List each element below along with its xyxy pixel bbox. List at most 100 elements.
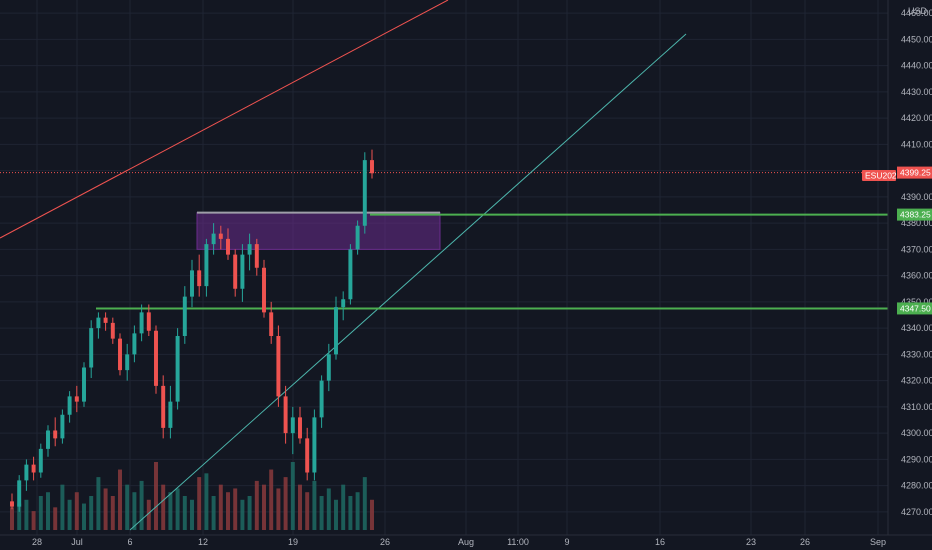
candle-body	[175, 336, 180, 402]
time-tick-label: 9	[564, 537, 569, 547]
candle-body	[82, 367, 86, 402]
candle-body	[74, 396, 79, 402]
volume-bar	[67, 499, 72, 530]
candle	[262, 259, 266, 318]
candle	[96, 312, 101, 339]
time-tick-label: 16	[655, 537, 665, 547]
time-tick-label: 12	[198, 537, 208, 547]
candle-body	[168, 401, 173, 428]
symbol-badge: ESU2021	[862, 170, 902, 181]
volume-bar	[240, 499, 245, 530]
time-tick-label: 26	[800, 537, 810, 547]
price-tick-label: 4330.00	[901, 349, 932, 359]
candle-body	[154, 330, 158, 386]
candle	[139, 304, 144, 342]
candle	[348, 244, 353, 305]
candle-body	[53, 430, 58, 439]
support-trend-line[interactable]	[129, 33, 687, 531]
candle-body	[204, 244, 209, 287]
level-price-badge-bg	[897, 208, 932, 221]
volume-bar	[305, 492, 310, 530]
price-tick-label: 4370.00	[901, 244, 932, 254]
drawn-lines[interactable]	[0, 0, 888, 531]
candle-body	[17, 480, 22, 507]
symbol-badge-bg	[862, 170, 896, 181]
price-tick-label: 4310.00	[901, 402, 932, 412]
volume-bar	[262, 484, 266, 530]
candle-body	[89, 328, 94, 368]
time-tick-label: 6	[127, 537, 132, 547]
candle-body	[305, 438, 310, 473]
candle-body	[269, 312, 274, 336]
volume-bar	[103, 488, 108, 530]
candle	[89, 320, 94, 378]
volume-bar	[46, 492, 50, 530]
candle	[31, 456, 36, 481]
price-tick-label: 4270.00	[901, 507, 932, 517]
candle-body	[110, 322, 115, 339]
candle	[204, 238, 209, 297]
time-tick-label: Aug	[458, 537, 474, 547]
time-tick-label: 28	[32, 537, 42, 547]
candle-body	[233, 254, 238, 289]
symbol-label: ESU2021	[865, 171, 902, 181]
volume-bar	[82, 503, 86, 530]
volume-bar	[154, 462, 158, 530]
candle-body	[24, 464, 29, 481]
candle	[334, 296, 338, 360]
candle	[67, 391, 72, 423]
candle	[305, 427, 310, 481]
volume-bar	[175, 488, 180, 530]
volume-bar	[38, 496, 43, 530]
price-tick-label: 4300.00	[901, 428, 932, 438]
price-axis[interactable]: USD 4270.00 4280.00 4290.00 4300.00 4310.00 4…	[887, 0, 932, 535]
candle	[132, 325, 137, 363]
level-price-badge-bg	[897, 302, 932, 315]
volume-bar	[334, 499, 338, 530]
candle	[168, 385, 173, 439]
candle-body	[276, 336, 281, 397]
volume-bar	[89, 496, 94, 530]
candle	[355, 220, 360, 255]
volume-bar	[290, 462, 295, 530]
price-tick-label: 4290.00	[901, 454, 932, 464]
price-tick-label: 4320.00	[901, 376, 932, 386]
candle	[46, 425, 50, 457]
price-tick-label: 4440.00	[901, 61, 932, 71]
volume-bar	[269, 469, 274, 530]
candle	[118, 333, 122, 376]
volume-bar	[139, 480, 144, 530]
volume-bar	[125, 484, 130, 530]
volume-bar	[146, 499, 151, 530]
candle	[362, 152, 367, 234]
candle-body	[348, 249, 353, 300]
candle-body	[118, 338, 122, 371]
candle-body	[60, 414, 65, 439]
volume-bars	[10, 462, 374, 530]
consolidation-zone[interactable]	[196, 211, 441, 250]
candle-body	[146, 312, 151, 331]
candle	[283, 385, 288, 444]
volume-bar	[74, 492, 79, 530]
resistance-trend-line[interactable]	[0, 0, 449, 239]
candle-body	[312, 417, 317, 473]
price-axis-panel[interactable]	[888, 0, 932, 535]
time-tick-label: 26	[380, 537, 390, 547]
candle	[38, 443, 43, 478]
candle-body	[132, 333, 137, 355]
price-tick-label: 4420.00	[901, 113, 932, 123]
price-tick-label: 4280.00	[901, 481, 932, 491]
level-price-badge-label: 4347.50	[900, 303, 931, 313]
price-tick-label: 4460.00	[901, 8, 932, 18]
volume-bar	[341, 484, 346, 530]
volume-bar	[204, 473, 209, 530]
candle	[53, 417, 58, 447]
time-tick-label: Jul	[71, 537, 83, 547]
zone-rectangle[interactable]	[196, 212, 441, 250]
candle	[226, 228, 230, 260]
volume-bar	[348, 496, 353, 530]
candle	[276, 325, 281, 407]
time-axis[interactable]: 28 Jul 6 12 19 26 Aug 11:00 9 16 23 26 Sep	[0, 534, 932, 547]
